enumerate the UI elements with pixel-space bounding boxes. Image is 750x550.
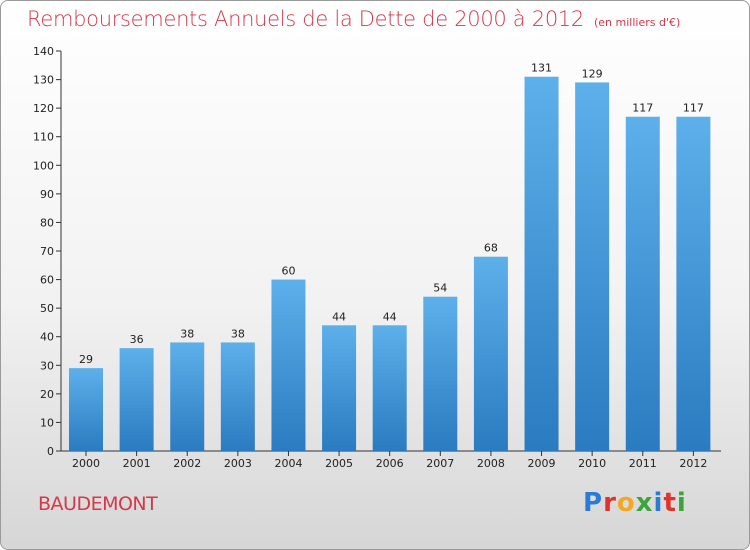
proxiti-logo: Proxiti	[583, 488, 687, 518]
y-tick-label: 120	[33, 102, 54, 115]
y-tick-label: 110	[33, 131, 54, 144]
x-tick-label-2000: 2000	[72, 457, 100, 470]
bar-2001	[119, 348, 154, 451]
bar-2000	[69, 368, 103, 451]
logo-letter: i	[676, 488, 687, 518]
bar-2005	[322, 325, 357, 451]
bar-2008	[473, 256, 508, 451]
bar-2002	[170, 342, 205, 451]
logo-letter: i	[653, 488, 664, 518]
bar-2011	[625, 116, 660, 451]
data-label-2010: 129	[582, 67, 603, 80]
x-tick-label-2004: 2004	[274, 457, 302, 470]
x-tick-label-2011: 2011	[629, 457, 657, 470]
bar-2004	[271, 279, 306, 451]
logo-letter: P	[583, 488, 604, 518]
y-tick-label: 30	[40, 359, 54, 372]
y-tick-label: 20	[40, 388, 54, 401]
data-label-2008: 68	[484, 242, 498, 255]
data-label-2006: 44	[383, 310, 397, 323]
data-label-2011: 117	[632, 102, 653, 115]
data-label-2001: 36	[130, 333, 144, 346]
x-tick-label-2006: 2006	[376, 457, 404, 470]
bar-2012	[676, 116, 711, 451]
data-label-2007: 54	[433, 282, 447, 295]
bar-2010	[575, 82, 610, 451]
y-tick-label: 140	[33, 45, 54, 58]
logo-letter: x	[635, 488, 654, 518]
y-tick-label: 130	[33, 74, 54, 87]
x-tick-label-2009: 2009	[528, 457, 556, 470]
x-tick-label-2008: 2008	[477, 457, 505, 470]
data-label-2012: 117	[683, 102, 704, 115]
data-label-2009: 131	[531, 62, 552, 75]
data-label-2003: 38	[231, 327, 245, 340]
bar-2009	[524, 76, 559, 451]
data-label-2000: 29	[79, 353, 93, 366]
x-tick-label-2005: 2005	[325, 457, 353, 470]
place-name: BAUDEMONT	[38, 493, 158, 515]
y-tick-label: 60	[40, 274, 54, 287]
bar-2006	[372, 325, 407, 451]
logo-letter: r	[603, 488, 617, 518]
y-tick-label: 90	[40, 188, 54, 201]
chart-title: Remboursements Annuels de la Dette de 20…	[27, 7, 680, 31]
y-tick-label: 10	[40, 416, 54, 429]
logo-letter: o	[616, 488, 636, 518]
y-tick-label: 70	[40, 245, 54, 258]
x-tick-label-2007: 2007	[426, 457, 454, 470]
y-tick-label: 40	[40, 331, 54, 344]
data-label-2005: 44	[332, 310, 346, 323]
data-label-2004: 60	[281, 265, 295, 278]
chart-title-text: Remboursements Annuels de la Dette de 20…	[27, 7, 584, 31]
x-tick-label-2003: 2003	[224, 457, 252, 470]
logo-letter: t	[663, 488, 677, 518]
y-tick-label: 100	[33, 159, 54, 172]
bar-2003	[220, 342, 255, 451]
bar-2007	[423, 296, 458, 451]
x-tick-label-2002: 2002	[173, 457, 201, 470]
x-tick-label-2012: 2012	[679, 457, 707, 470]
y-tick-label: 80	[40, 216, 54, 229]
y-tick-label: 50	[40, 302, 54, 315]
x-tick-label-2010: 2010	[578, 457, 606, 470]
data-label-2002: 38	[180, 327, 194, 340]
unit-note: (en milliers d'€)	[594, 16, 681, 29]
y-tick-label: 0	[47, 445, 54, 458]
x-tick-label-2001: 2001	[123, 457, 151, 470]
